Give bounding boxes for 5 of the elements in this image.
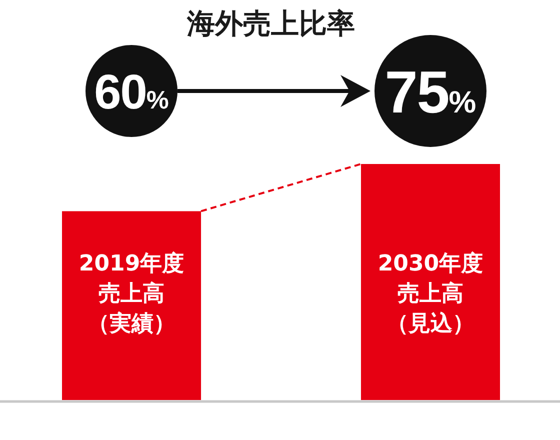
x-tick-label: 2030年度売上高（見込）: [378, 250, 484, 336]
text: 60%: [94, 66, 169, 120]
x-tick-label: 2019年度売上高（実績）: [78, 250, 184, 336]
chart-title: 海外売上比率: [186, 7, 355, 40]
text: 75%: [384, 58, 476, 126]
